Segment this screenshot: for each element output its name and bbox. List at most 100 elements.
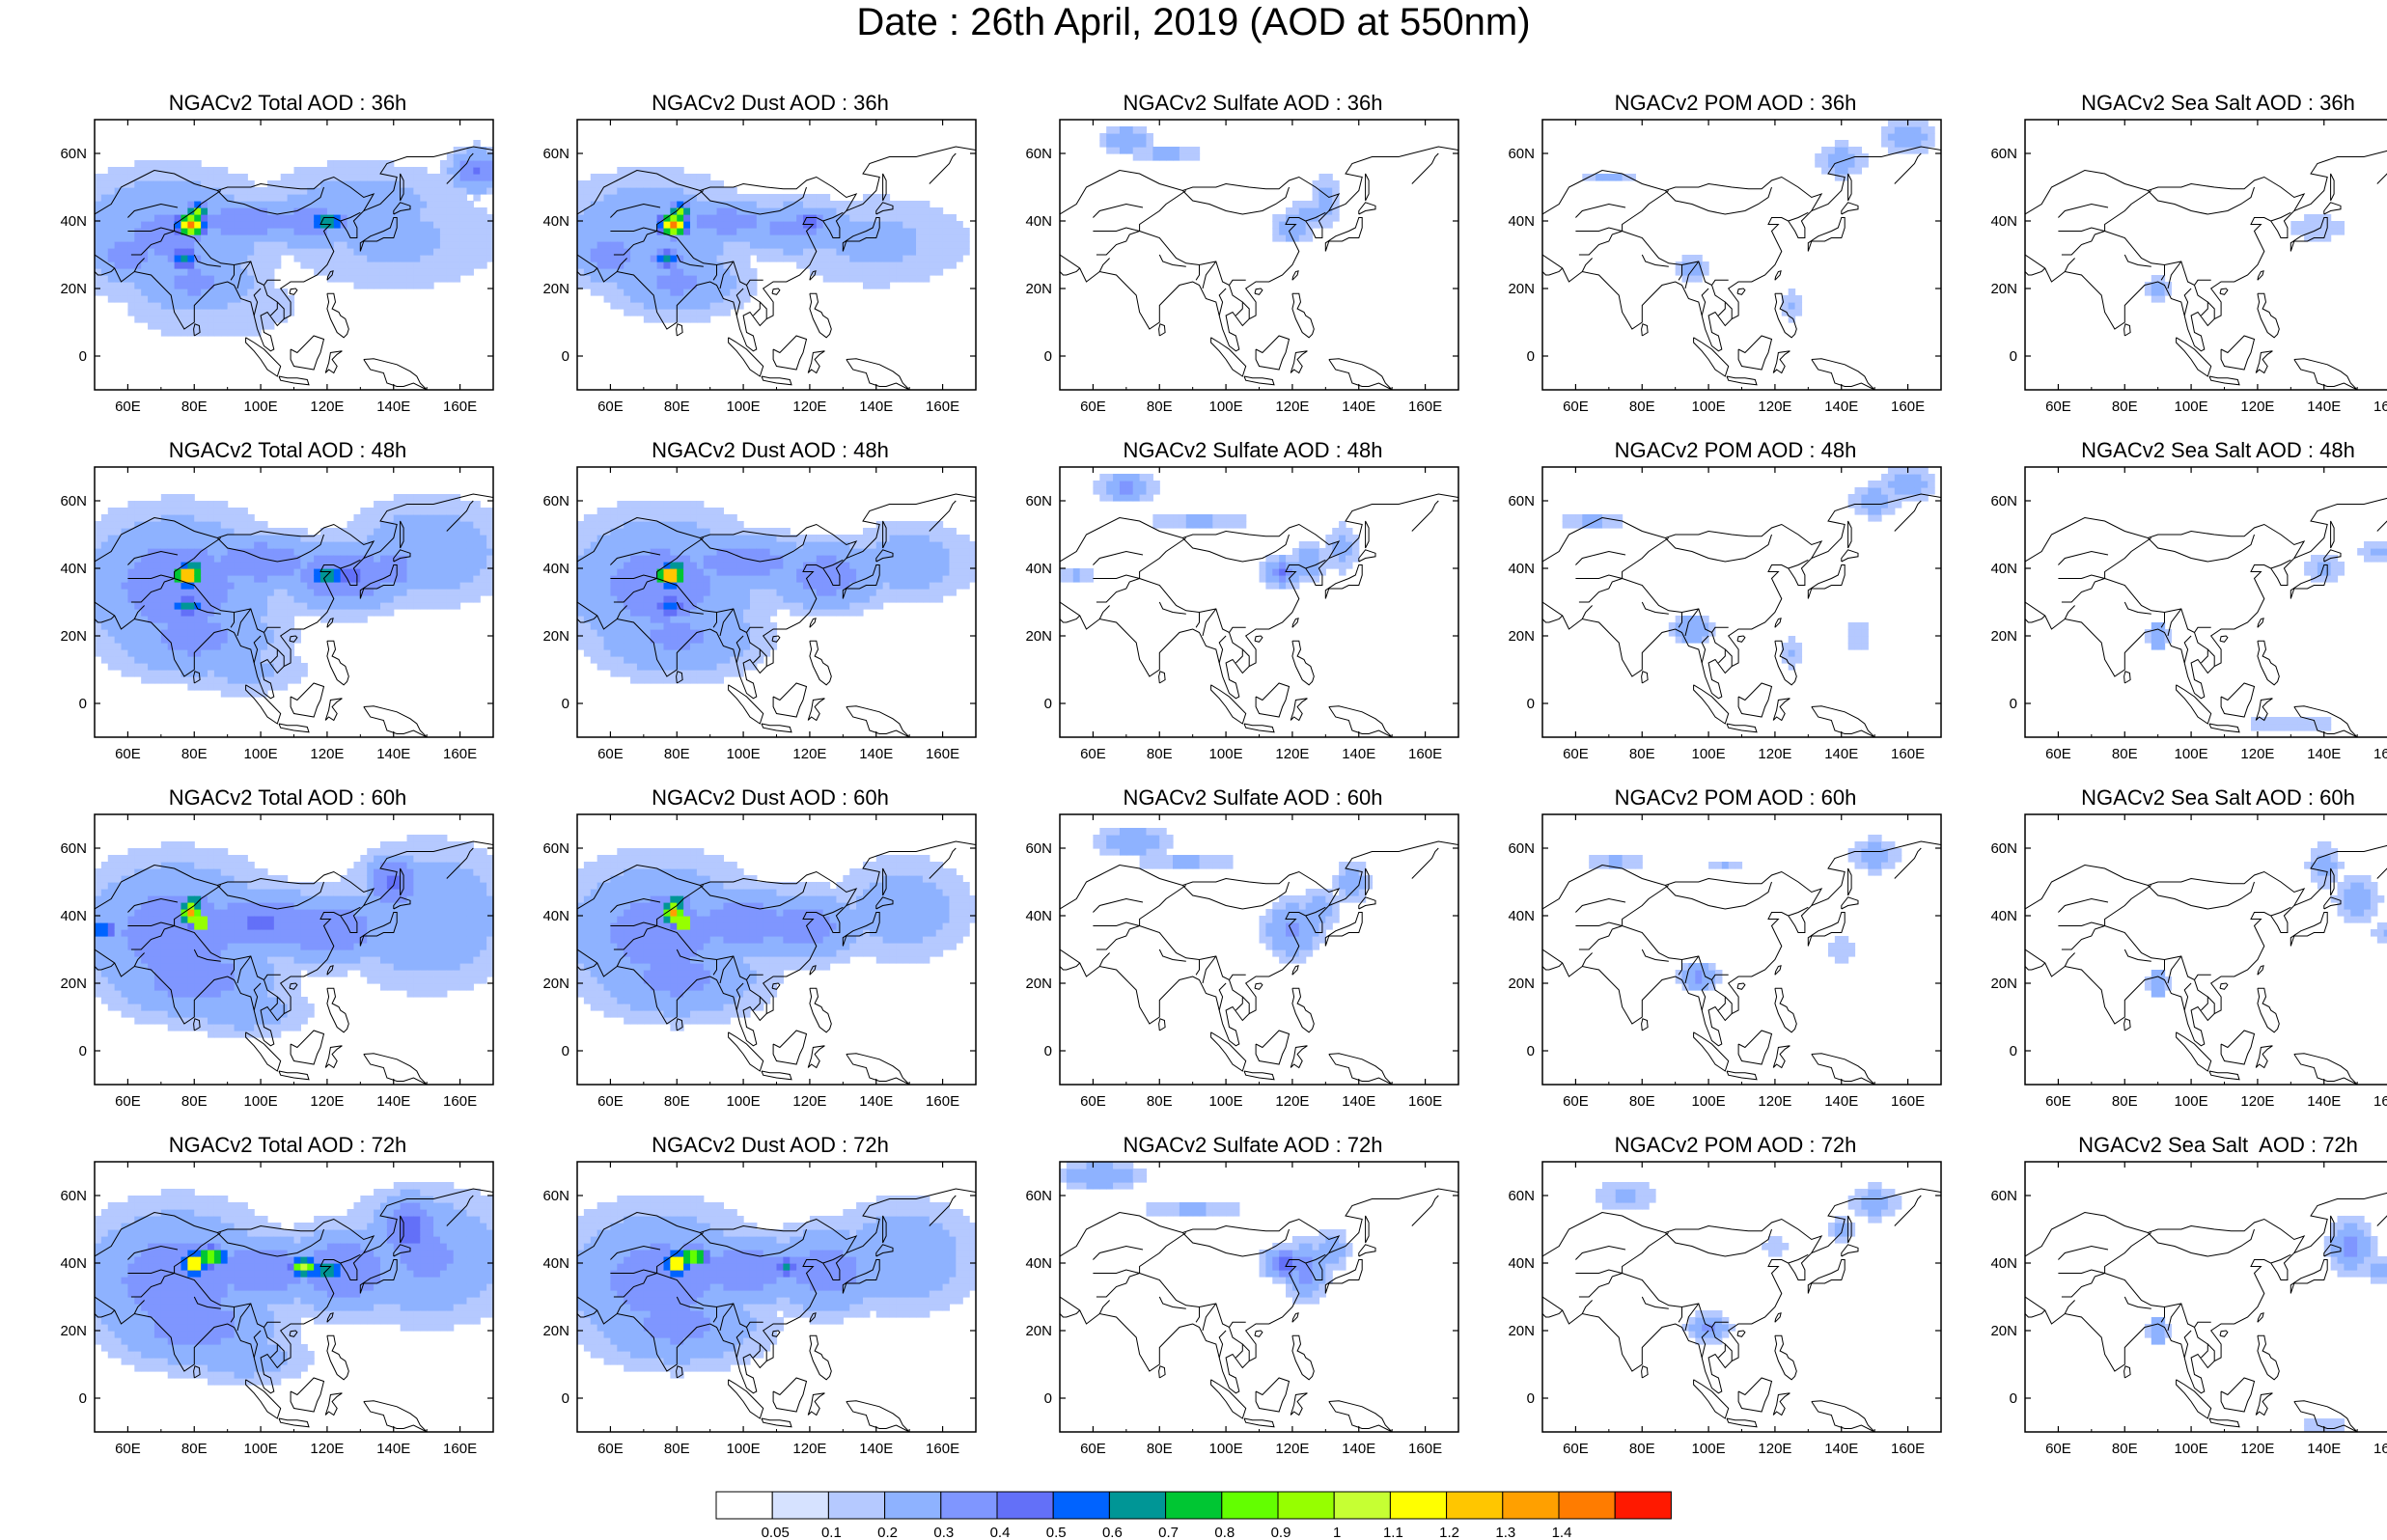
lat-tick-label: 40N	[1508, 1255, 1535, 1272]
aod-map: 60E 80E 100E 120E 140E 160E 60N 40N 20N 0	[1025, 1161, 1459, 1457]
lat-tick-label: 60N	[542, 1188, 569, 1204]
coastlines	[95, 493, 493, 737]
colorbar-swatch	[884, 1491, 942, 1520]
lon-tick-label: 120E	[2240, 399, 2274, 415]
lon-tick-label: 140E	[2307, 1441, 2341, 1457]
lon-tick-label: 80E	[1147, 1093, 1173, 1110]
map-panel-sulfate-36h: NGACv2 Sulfate AOD : 36h 60E 80E 100E 120E 14…	[1012, 91, 1494, 438]
colorbar-label: 1.3	[1495, 1525, 1515, 1540]
lon-tick-label: 160E	[443, 399, 477, 415]
lon-tick-label: 160E	[1891, 1441, 1925, 1457]
lat-tick-label: 60N	[60, 1188, 87, 1204]
lon-tick-label: 60E	[115, 1441, 141, 1457]
lat-tick-label: 60N	[60, 493, 87, 509]
colorbar-swatch	[940, 1491, 998, 1520]
coastlines	[2025, 844, 2387, 1085]
lat-tick-label: 0	[2010, 696, 2017, 712]
lat-tick-label: 60N	[1025, 1188, 1052, 1204]
aod-shading	[1589, 835, 1902, 991]
lat-tick-label: 60N	[1025, 493, 1052, 509]
panel-title: NGACv2 Sea Salt AOD : 48h	[2081, 438, 2355, 462]
lon-tick-label: 100E	[1209, 1441, 1243, 1457]
colorbar-swatch	[827, 1491, 886, 1520]
lon-tick-label: 160E	[443, 746, 477, 762]
colorbar-swatch	[1558, 1491, 1616, 1520]
lon-tick-label: 100E	[2175, 1441, 2208, 1457]
map-panel-dust-48h: NGACv2 Dust AOD : 48h 60E 80E 100E 120E 140E 1…	[529, 438, 1012, 785]
lon-tick-label: 60E	[1080, 1441, 1106, 1457]
lat-tick-label: 0	[79, 348, 87, 365]
lat-tick-label: 20N	[1990, 976, 2017, 992]
coastlines	[577, 1188, 976, 1432]
lon-tick-label: 100E	[1692, 1093, 1726, 1110]
lat-tick-label: 20N	[1508, 1323, 1535, 1339]
lon-tick-label: 140E	[376, 399, 410, 415]
lon-tick-label: 120E	[792, 746, 826, 762]
panel-title: NGACv2 Dust AOD : 72h	[652, 1133, 889, 1157]
lon-tick-label: 140E	[2307, 746, 2341, 762]
colorbar-label: 0.1	[821, 1525, 842, 1540]
lat-tick-label: 60N	[60, 146, 87, 162]
lon-tick-label: 60E	[1080, 399, 1106, 415]
aod-shading	[1093, 828, 1374, 964]
panel-title: NGACv2 Total AOD : 72h	[168, 1133, 407, 1157]
lon-tick-label: 140E	[1342, 746, 1375, 762]
lon-tick-label: 160E	[1891, 1093, 1925, 1110]
lon-tick-label: 100E	[727, 1441, 761, 1457]
lon-tick-label: 80E	[2112, 399, 2138, 415]
lon-tick-label: 140E	[1824, 1441, 1858, 1457]
lon-tick-label: 60E	[115, 399, 141, 415]
lat-tick-label: 20N	[60, 976, 87, 992]
lon-tick-label: 160E	[443, 1441, 477, 1457]
lon-tick-label: 60E	[115, 746, 141, 762]
lat-tick-label: 0	[562, 696, 569, 712]
lat-tick-label: 60N	[1508, 1188, 1535, 1204]
coastlines	[2025, 497, 2387, 737]
lat-tick-label: 0	[562, 348, 569, 365]
lat-tick-label: 60N	[1990, 1188, 2017, 1204]
lon-tick-label: 120E	[792, 1093, 826, 1110]
map-frame	[1059, 466, 1459, 738]
colorbar-label: 0.6	[1102, 1525, 1123, 1540]
lat-tick-label: 20N	[1990, 1323, 2017, 1339]
lon-tick-label: 100E	[244, 1441, 278, 1457]
lat-tick-label: 60N	[1025, 840, 1052, 857]
lon-tick-label: 140E	[2307, 399, 2341, 415]
lon-tick-label: 60E	[597, 746, 624, 762]
colorbar-label: 0.7	[1158, 1525, 1179, 1540]
lat-tick-label: 40N	[542, 908, 569, 924]
lon-tick-label: 140E	[376, 746, 410, 762]
lon-tick-label: 60E	[1080, 746, 1106, 762]
aod-map: 60E 80E 100E 120E 140E 160E 60N 40N 20N 0	[1508, 1161, 1942, 1457]
lon-tick-label: 120E	[1758, 399, 1791, 415]
lon-tick-label: 100E	[2175, 746, 2208, 762]
lon-tick-label: 160E	[2373, 746, 2387, 762]
map-frame	[2024, 119, 2387, 391]
map-panel-seasalt-60h: NGACv2 Sea Salt AOD : 60h 60E 80E 100E 120E 1…	[1977, 785, 2387, 1133]
lon-tick-label: 60E	[597, 1441, 624, 1457]
aod-shading	[577, 1196, 976, 1379]
aod-map: 60E 80E 100E 120E 140E 160E 60N 40N 20N 0	[542, 813, 977, 1110]
map-panel-seasalt-72h: NGACv2 Sea Salt AOD : 72h 60E 80E 100E 120E 1…	[1977, 1133, 2387, 1480]
lat-tick-label: 20N	[60, 628, 87, 645]
coastlines	[577, 493, 976, 737]
lon-tick-label: 80E	[1629, 1093, 1655, 1110]
panel-title: NGACv2 Sea Salt AOD : 72h	[2078, 1133, 2358, 1157]
coastlines	[577, 146, 976, 390]
lon-tick-label: 160E	[1408, 399, 1442, 415]
lon-tick-label: 160E	[926, 399, 959, 415]
lat-tick-label: 60N	[542, 146, 569, 162]
aod-shading	[2144, 1216, 2387, 1432]
panel-title: NGACv2 Sulfate AOD : 72h	[1123, 1133, 1383, 1157]
lon-tick-label: 160E	[926, 1093, 959, 1110]
map-frame	[2024, 1161, 2387, 1433]
coastlines	[1060, 840, 1458, 1085]
colorbar-swatch	[1108, 1491, 1167, 1520]
lon-tick-label: 100E	[244, 1093, 278, 1110]
lat-tick-label: 0	[2010, 1390, 2017, 1407]
lat-tick-label: 0	[1527, 1390, 1535, 1407]
lat-tick-label: 0	[79, 1043, 87, 1059]
aod-shading	[1060, 1162, 1353, 1305]
lon-tick-label: 160E	[1891, 746, 1925, 762]
lon-tick-label: 80E	[1629, 746, 1655, 762]
